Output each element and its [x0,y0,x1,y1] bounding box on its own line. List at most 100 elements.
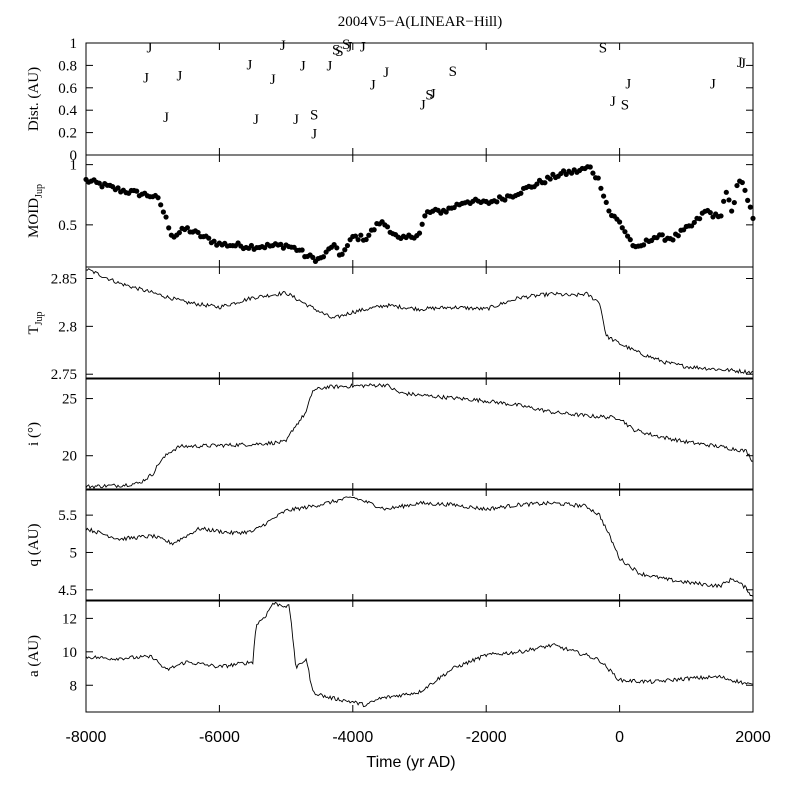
encounter-point-J: J [176,68,182,84]
data-point-moid [641,242,647,248]
y-axis-label-text: Dist. (AU) [26,67,42,131]
y-tick-label-incl: 20 [62,449,77,465]
data-point-moid [590,170,596,176]
encounter-point-J: J [163,110,169,126]
data-point-moid [299,247,305,253]
y-tick-label-a: 10 [62,645,77,661]
encounter-point-J: J [360,39,366,55]
y-tick-label-incl: 25 [62,392,77,408]
data-point-moid [587,164,593,170]
y-tick-label-moid: 1 [70,158,78,174]
data-point-moid [115,185,121,191]
data-point-moid [729,208,735,214]
encounter-point-J: J [253,112,259,128]
data-point-moid [184,225,190,231]
y-axis-label-subscript: Jup [34,184,45,198]
encounter-point-J: J [300,58,306,74]
data-point-moid [723,189,729,195]
x-axis-label: Time (yr AD) [366,754,455,771]
y-tick-label-dist: 0 [70,148,78,164]
series-line-q [85,496,754,597]
y-axis-label-text: i (°) [26,422,42,446]
y-tick-label-tjup: 2.85 [51,271,77,287]
data-point-moid [659,232,665,238]
data-point-moid [670,237,676,243]
data-point-moid [742,187,748,193]
data-point-moid [278,241,284,247]
y-axis-label-dist: Dist. (AU) [26,67,42,131]
data-point-moid [547,176,553,182]
y-tick-label-q: 5.5 [58,508,77,524]
data-point-moid [344,242,351,249]
y-axis-label-subscript: Jup [34,311,45,325]
data-point-moid [598,185,604,191]
encounter-point-S: S [449,64,457,80]
data-point-moid [195,229,201,236]
encounter-point-J: J [280,38,286,54]
data-point-moid [697,216,703,222]
data-point-moid [384,224,391,230]
data-point-moid [739,179,745,186]
encounter-point-S: S [425,88,433,104]
encounter-point-J: J [740,56,746,72]
data-point-moid [355,237,361,243]
x-tick-label: -4000 [332,729,373,746]
encounter-point-J: J [327,58,333,74]
panel-frame-tjup [85,266,754,380]
encounter-point-S: S [332,43,340,59]
encounter-point-J: J [146,40,152,56]
encounter-point-J: J [347,39,353,55]
data-point-moid [534,181,540,187]
x-tick-label: 2000 [735,729,771,746]
encounter-point-J: J [293,112,299,128]
data-point-moid [625,233,631,239]
y-tick-label-tjup: 2.8 [58,319,77,335]
panel-q: 4.5 5 5.5 q (AU) [26,488,754,602]
encounter-point-S: S [335,44,343,60]
y-axis-label-text: T [26,325,42,334]
x-tick-label: -2000 [466,729,507,746]
y-tick-label-a: 12 [62,611,77,627]
data-point-moid [158,202,164,208]
y-tick-label-dist: 0.8 [58,58,77,74]
data-point-moid [619,225,625,231]
y-axis-label-text: q (AU) [26,524,42,567]
data-point-moid [160,209,166,215]
data-point-moid [494,199,500,205]
panel-moid: 0.5 1 MOIDJup [26,154,756,268]
data-point-moid [371,227,377,233]
data-point-moid [675,233,681,239]
data-point-moid [339,251,345,257]
data-point-moid [155,195,161,201]
data-point-moid [518,190,524,196]
data-point-moid [707,209,713,216]
y-tick-label-dist: 0.2 [58,126,77,142]
data-point-moid [603,199,609,206]
data-point-moid [366,232,372,238]
x-tick-label: 0 [615,729,624,746]
data-point-moid [176,230,182,236]
data-point-moid [422,213,428,219]
encounter-point-J: J [370,77,376,93]
encounter-point-J: J [246,57,252,73]
data-point-moid [606,208,612,214]
y-tick-label-dist: 0.6 [58,81,77,97]
series-line-incl [85,383,754,490]
encounter-point-J: J [420,98,426,114]
data-point-moid [622,229,628,235]
data-point-moid [342,247,348,253]
data-point-moid [627,237,633,243]
encounter-point-J: J [710,76,716,92]
data-point-moid [734,182,740,189]
data-point-moid [731,199,737,206]
y-tick-label-tjup: 2.75 [51,367,77,383]
data-point-moid [134,188,140,194]
data-point-moid [211,238,217,244]
data-point-moid [600,193,607,199]
x-tick-label: -6000 [199,729,240,746]
encounter-point-J: J [430,86,436,102]
data-point-moid [595,175,601,181]
